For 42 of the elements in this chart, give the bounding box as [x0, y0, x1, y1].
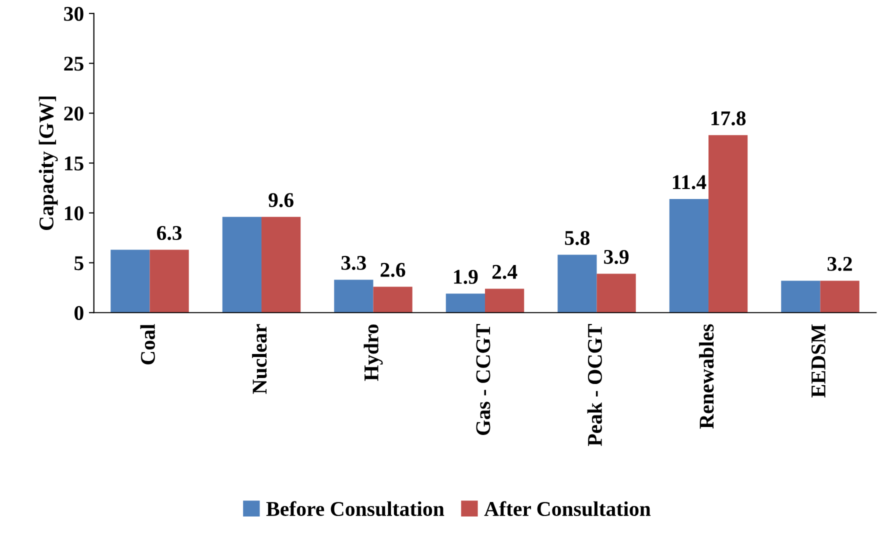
bar [150, 250, 189, 313]
bar [708, 135, 748, 313]
bar [110, 250, 150, 313]
x-tick-label: Renewables [699, 324, 714, 429]
data-label: 1.9 [454, 270, 478, 284]
data-label: 2.6 [380, 262, 406, 277]
data-label: 2.4 [492, 264, 518, 279]
y-tick-label: 25 [64, 56, 84, 71]
x-tick-label: EEDSM [811, 324, 826, 398]
y-tick-label: 0 [74, 306, 84, 320]
y-axis-title: Capacity [GW] [38, 96, 58, 230]
x-tick-label: Peak - OCGT [587, 324, 602, 446]
bar [484, 288, 524, 313]
bar [781, 280, 820, 313]
y-tick-label: 20 [64, 106, 84, 121]
data-label: 17.8 [711, 111, 746, 126]
bar [334, 280, 374, 313]
data-label: 3.3 [341, 256, 366, 270]
data-label: 3.2 [828, 256, 852, 272]
data-label: 11.4 [672, 175, 706, 190]
y-tick-label: 30 [64, 6, 84, 21]
legend-label: Before Consultation [266, 501, 444, 516]
data-label: 5.8 [565, 230, 590, 246]
x-tick-label: Gas - CCGT [476, 324, 490, 435]
bar [558, 254, 597, 313]
legend-label: After Consultation [484, 501, 651, 516]
y-tick-label: 10 [64, 206, 84, 220]
x-tick-label: Hydro [364, 324, 383, 381]
bar [373, 286, 412, 313]
x-tick-label: Coal [140, 324, 155, 364]
y-tick-label: 15 [64, 156, 84, 170]
bar [669, 198, 708, 313]
bar [446, 294, 485, 313]
data-label: 9.6 [268, 193, 294, 208]
x-tick-label: Nuclear [252, 324, 267, 394]
data-label: 3.9 [604, 250, 629, 264]
y-tick-label: 5 [74, 256, 84, 270]
bar [596, 274, 636, 313]
data-label: 6.3 [156, 226, 182, 240]
bar [820, 280, 860, 313]
bar [222, 216, 262, 313]
bar [261, 216, 301, 313]
